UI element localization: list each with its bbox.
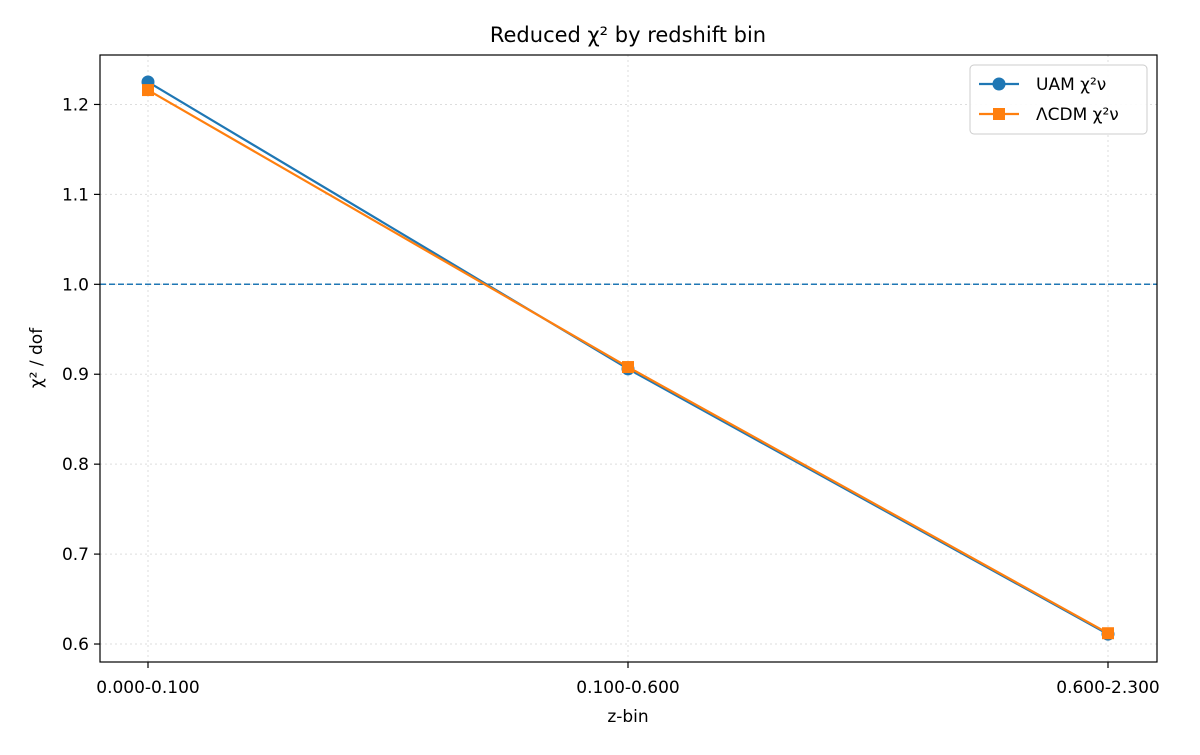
y-tick-label: 0.9 — [62, 365, 89, 385]
data-point — [1102, 627, 1114, 640]
series-2 — [142, 84, 1114, 640]
x-axis-label: z-bin — [607, 707, 648, 727]
legend-item: UAM χ²ν — [979, 75, 1106, 95]
legend-box — [969, 64, 1148, 135]
legend: UAM χ²ν ΛCDM χ²ν — [969, 64, 1148, 135]
x-tick-label: 0.100-0.600 — [576, 678, 679, 698]
legend-marker — [992, 77, 1006, 91]
data-point — [142, 84, 154, 97]
x-tick-label: 0.600-2.300 — [1056, 678, 1159, 698]
y-tick-label: 0.8 — [62, 455, 89, 475]
chart-title: Reduced χ² by redshift bin — [490, 23, 766, 47]
y-tick-label: 1.0 — [62, 275, 89, 295]
legend-marker — [993, 108, 1005, 120]
x-tick-label: 0.000-0.100 — [96, 678, 199, 698]
y-tick-label: 0.6 — [62, 635, 89, 655]
y-tick-label: 1.1 — [62, 185, 89, 205]
data-point — [622, 361, 634, 374]
y-tick-label: 1.2 — [62, 95, 89, 115]
legend-label: UAM χ²ν — [1036, 75, 1106, 95]
legend-label: ΛCDM χ²ν — [1036, 105, 1119, 125]
legend-item: ΛCDM χ²ν — [979, 105, 1119, 125]
series-group — [141, 75, 1115, 641]
y-axis-label: χ² / dof — [27, 327, 47, 388]
grid-lines — [100, 55, 1157, 662]
axis-ticks: 0.000-0.100 0.100-0.600 0.600-2.300 0.6 0.7 0… — [62, 95, 1160, 698]
y-tick-label: 0.7 — [62, 545, 89, 565]
